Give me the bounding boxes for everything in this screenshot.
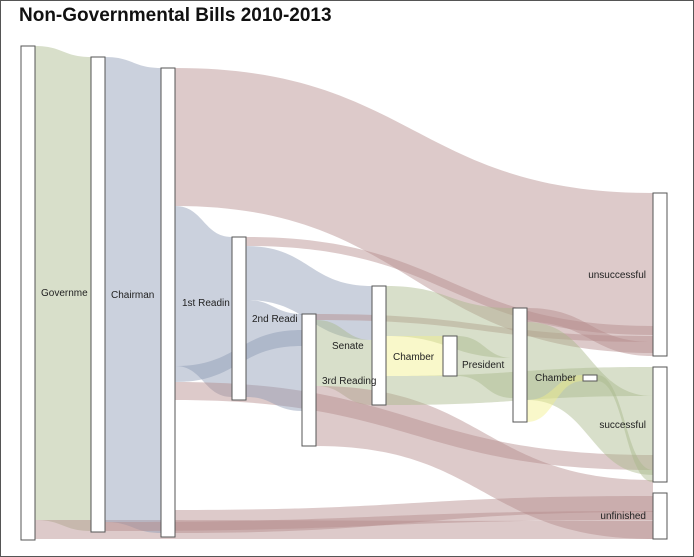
node-unsuccessful	[652, 192, 668, 357]
label-unsuccessful: unsuccessful	[588, 270, 646, 281]
node-third-reading	[301, 313, 317, 447]
label-government: Governme	[41, 288, 88, 299]
node-first-reading	[160, 67, 176, 538]
flow-chairman-to-unfinished	[105, 511, 653, 531]
label-first-reading: 1st Readin	[182, 298, 230, 309]
sankey-links	[35, 46, 653, 539]
flow-government-to-chairman	[35, 46, 91, 531]
node-unfinished	[652, 492, 668, 540]
flow-president-to-successful	[527, 322, 653, 475]
node-chamber3	[582, 374, 598, 382]
node-chairman	[90, 56, 106, 533]
node-government	[20, 45, 36, 541]
flow-first_reading-to-successful	[175, 382, 653, 470]
flow-first_reading-to-unfinished	[175, 496, 653, 533]
label-president: President	[462, 360, 504, 371]
node-chamber1	[442, 335, 458, 377]
flow-third_reading-to-unsuccessful	[316, 314, 653, 342]
flow-first_reading-to-second_reading	[175, 206, 232, 397]
label-chairman: Chairman	[111, 290, 154, 301]
node-successful	[652, 366, 668, 483]
flow-president-to-chamber2	[527, 375, 583, 422]
label-senate: Senate	[332, 341, 364, 352]
sankey-nodes	[20, 45, 668, 541]
flow-chamber1-to-president	[457, 336, 513, 398]
sankey-labels: Governme Chairman 1st Readin 2nd Readi 3rd R…	[41, 270, 646, 522]
flow-second_reading-to-senate	[246, 246, 372, 340]
flow-second_reading-to-unsuccessful	[246, 237, 653, 335]
label-third-reading: 3rd Reading	[322, 376, 376, 387]
flow-senate-to-chamber1	[386, 336, 443, 376]
flow-third_reading-to-senate	[316, 320, 372, 405]
label-second-reading: 2nd Readi	[252, 314, 298, 325]
label-unfinished: unfinished	[600, 511, 646, 522]
label-chamber2: Chamber	[535, 373, 577, 384]
flow-government-to-unfinished	[35, 520, 653, 539]
flow-president-to-unsuccessful	[527, 308, 653, 356]
label-chamber1: Chamber	[393, 352, 435, 363]
flow-third_reading-to-unfinished	[316, 386, 653, 539]
node-senate	[371, 285, 387, 406]
flow-senate-to-president	[386, 286, 513, 358]
node-president	[512, 307, 528, 423]
node-second-reading	[231, 236, 247, 401]
chart-title: Non-Governmental Bills 2010-2013	[19, 5, 332, 26]
label-successful: successful	[599, 420, 646, 431]
flow-chamber2-to-successful	[597, 375, 653, 482]
flow-second_reading-to-third_reading	[246, 300, 302, 411]
flow-chairman-to-first_reading	[105, 57, 161, 533]
flow-first_reading-to-unsuccessful	[175, 68, 653, 353]
